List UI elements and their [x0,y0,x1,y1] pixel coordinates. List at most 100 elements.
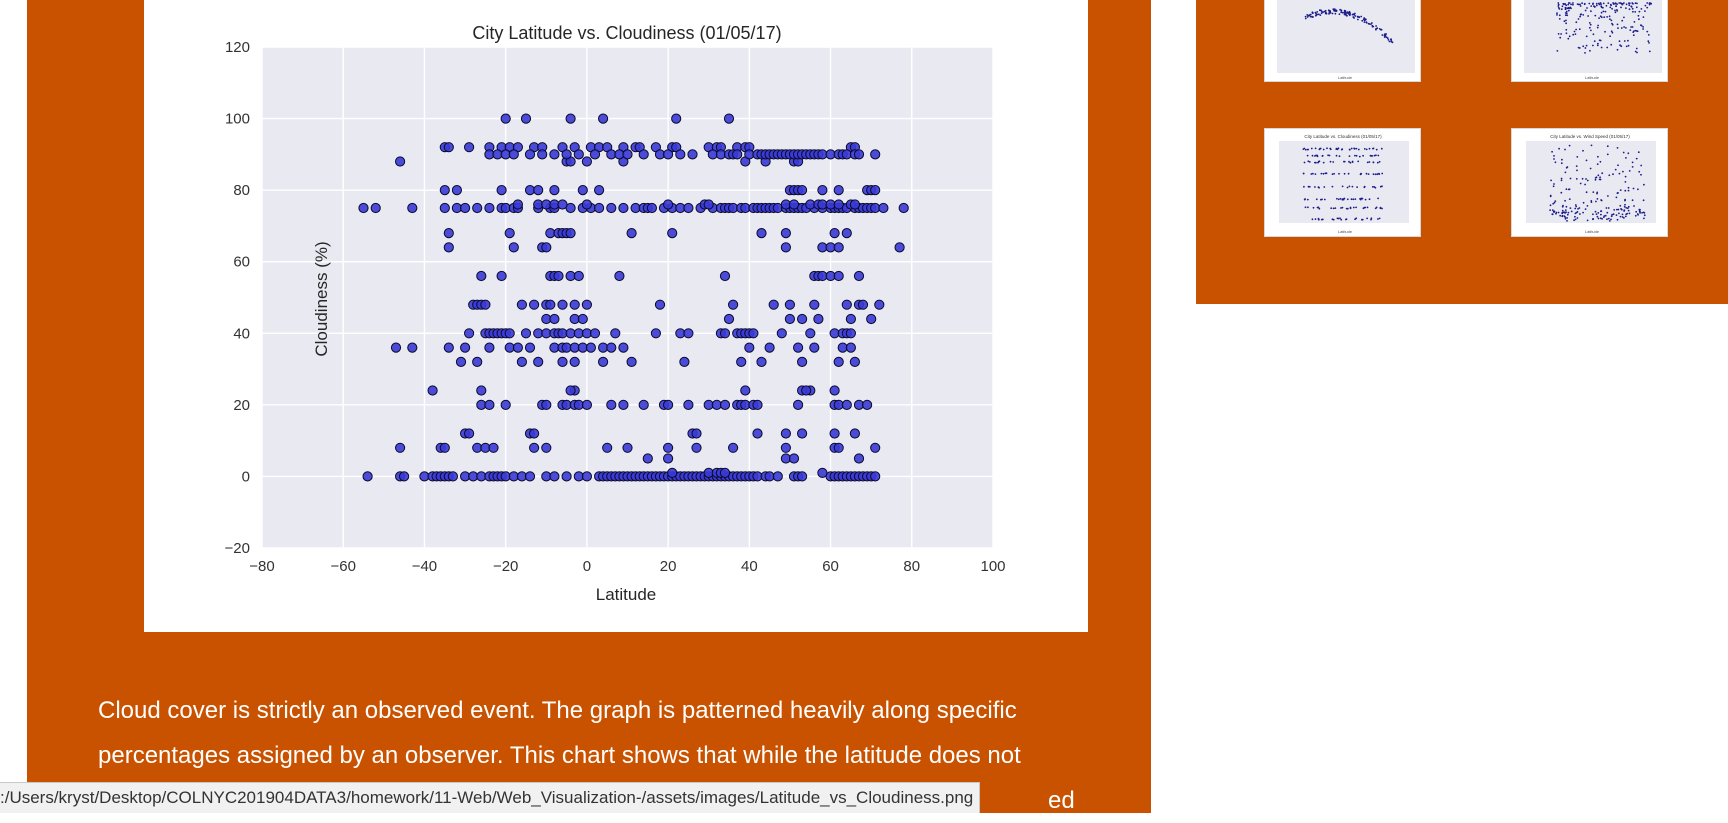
thumb-latitude-vs-humidity[interactable]: Latitude [1511,0,1668,82]
thumb-point [1631,2,1634,4]
x-tick-label: −60 [330,558,355,575]
thumb-point [1597,42,1599,45]
thumb-point [1623,26,1625,28]
thumb-point [1618,172,1621,175]
data-point [520,113,532,124]
data-point [870,185,881,196]
data-point [853,453,865,464]
thumb-point [1602,2,1605,5]
data-point [829,428,840,439]
thumb-point [1628,212,1631,215]
thumb-point [1615,196,1618,199]
data-point [524,149,536,160]
data-point [472,356,483,367]
thumb-point [1348,160,1350,163]
data-point [589,149,601,160]
thumb-point [1386,37,1389,40]
data-point [618,342,629,353]
data-point [780,242,792,253]
thumb-point [1640,164,1643,167]
thumb-point [1560,162,1563,165]
thumb-point [1378,172,1380,175]
thumb-point [1638,18,1640,21]
data-point [496,185,507,196]
thumb-point [1565,22,1567,25]
thumb-point [1379,207,1382,210]
data-point [545,299,556,310]
thumb-point [1381,34,1384,36]
thumb-point [1609,3,1612,6]
thumb-latitude-vs-cloudiness[interactable]: City Latitude vs. Cloudiness (01/05/17) … [1264,128,1421,237]
thumb-point [1372,173,1375,176]
thumb-point [1597,24,1599,27]
thumb-point [1377,218,1379,220]
thumb-point [1596,191,1599,194]
thumb-point [1350,198,1353,201]
thumb-point [1628,4,1631,7]
thumb-point [1588,22,1591,24]
thumb-point [1568,35,1571,38]
data-point [833,242,844,253]
thumb-point [1619,215,1622,218]
thumb-point [1326,147,1328,150]
thumb-point [1358,155,1361,158]
data-point [780,228,792,239]
thumb-point [1605,4,1608,7]
thumb-point [1320,12,1323,15]
x-tick-label: 80 [903,558,920,575]
thumb-point [1578,28,1581,30]
thumb-point [1378,160,1381,163]
thumb-point [1565,10,1568,13]
thumb-point [1339,8,1341,11]
thumb-point [1575,211,1578,214]
thumb-point [1371,186,1374,188]
thumb-point [1363,17,1366,20]
thumb-point [1576,169,1578,172]
thumb-point [1619,44,1621,47]
thumb-point [1309,15,1312,18]
thumb-point [1352,198,1355,201]
thumb-point [1314,147,1317,150]
thumb-point [1340,11,1343,14]
thumb-point [1597,217,1600,220]
thumb-point [1574,204,1577,206]
thumb-point [1608,15,1611,18]
data-point [443,228,454,239]
thumb-point [1584,47,1587,49]
thumb-point [1569,6,1572,9]
thumb-point [1637,213,1639,216]
thumb-point [1574,207,1577,210]
thumb-point [1310,173,1313,175]
data-point [516,356,527,367]
data-point [772,471,783,482]
thumb-latitude-vs-temperature[interactable]: Latitude [1264,0,1421,82]
data-point [476,385,487,396]
thumb-point [1575,21,1578,24]
data-point [484,342,495,353]
chart-image[interactable]: −80 −60 −40 −20 0 20 40 60 80 100 120 100 80 60 40 20 0… [144,0,1088,632]
thumb-point [1592,33,1595,36]
thumb-point [1618,212,1620,215]
thumb-point [1585,191,1588,194]
data-point [370,202,381,214]
data-point [622,149,633,160]
thumb-point [1339,197,1342,200]
thumb-point [1623,217,1625,219]
data-point [484,399,495,410]
thumb-point [1600,46,1603,49]
thumb-point [1579,213,1581,215]
thumb-point [1329,160,1332,163]
thumb-point [1569,207,1572,209]
data-point [390,342,402,353]
data-point [476,270,487,282]
data-point [399,471,410,482]
data-point [508,149,519,160]
thumb-point [1374,173,1377,176]
thumb-latitude-vs-wind-speed[interactable]: City Latitude vs. Wind Speed (01/05/17) … [1511,128,1668,237]
thumb-point [1345,12,1347,15]
data-point [427,385,438,396]
thumb-point [1570,210,1573,213]
thumb-point [1631,199,1634,202]
thumb-point [1566,213,1569,216]
data-point [598,113,609,124]
